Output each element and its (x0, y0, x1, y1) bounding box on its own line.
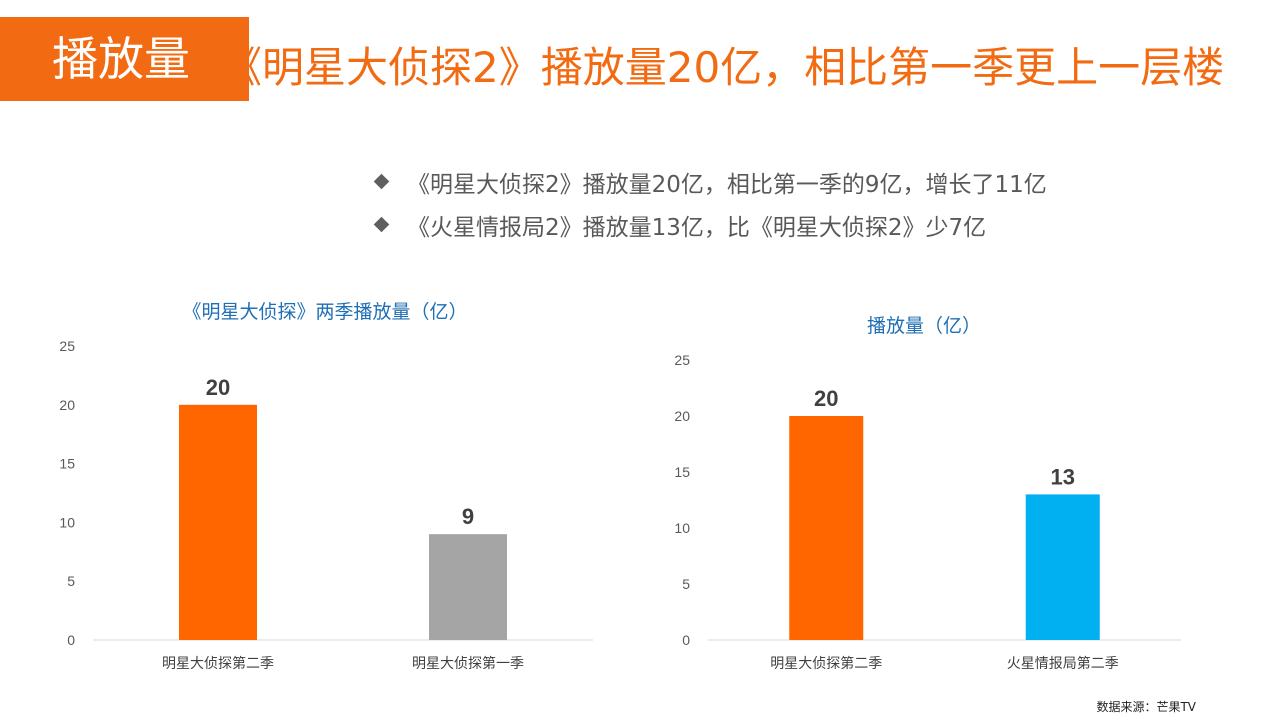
y-tick-label: 10 (59, 514, 75, 530)
data-source: 数据来源：芒果TV (1096, 700, 1196, 714)
data-label: 9 (462, 504, 474, 529)
section-tag: 播放量 (0, 17, 249, 101)
bullet-item: 《明星大侦探2》播放量20亿，相比第一季的9亿，增长了11亿 (372, 160, 1047, 203)
y-tick-label: 10 (674, 520, 690, 536)
category-label: 火星情报局第二季 (1007, 655, 1119, 672)
bar (789, 416, 864, 640)
chart-title: 《明星大侦探》两季播放量（亿） (182, 301, 467, 323)
bullet-list: 《明星大侦探2》播放量20亿，相比第一季的9亿，增长了11亿 《火星情报局2》播… (372, 160, 1047, 246)
data-label: 20 (206, 375, 230, 400)
y-tick-label: 0 (682, 632, 690, 648)
headline: 《明星大侦探2》播放量20亿，相比第一季更上一层楼 (220, 43, 1225, 92)
y-tick-label: 20 (674, 408, 690, 424)
data-label: 20 (814, 386, 838, 411)
y-tick-label: 25 (674, 352, 690, 368)
y-tick-label: 0 (67, 632, 75, 648)
category-label: 明星大侦探第一季 (412, 655, 524, 672)
bullet-text: 《火星情报局2》播放量13亿，比《明星大侦探2》少7亿 (407, 214, 987, 241)
bar (429, 534, 507, 640)
y-tick-label: 20 (59, 397, 75, 413)
category-label: 明星大侦探第二季 (770, 655, 882, 672)
data-label: 13 (1051, 464, 1075, 489)
y-tick-label: 15 (674, 464, 690, 480)
y-tick-label: 25 (59, 338, 75, 354)
bullet-item: 《火星情报局2》播放量13亿，比《明星大侦探2》少7亿 (372, 203, 1047, 246)
bar (1025, 494, 1100, 640)
bullet-text: 《明星大侦探2》播放量20亿，相比第一季的9亿，增长了11亿 (407, 171, 1047, 198)
y-tick-label: 5 (682, 576, 690, 592)
y-tick-label: 5 (67, 573, 75, 589)
y-tick-label: 15 (59, 456, 75, 472)
chart-title: 播放量（亿） (867, 315, 981, 337)
category-label: 明星大侦探第二季 (162, 655, 274, 672)
bar (179, 404, 257, 640)
